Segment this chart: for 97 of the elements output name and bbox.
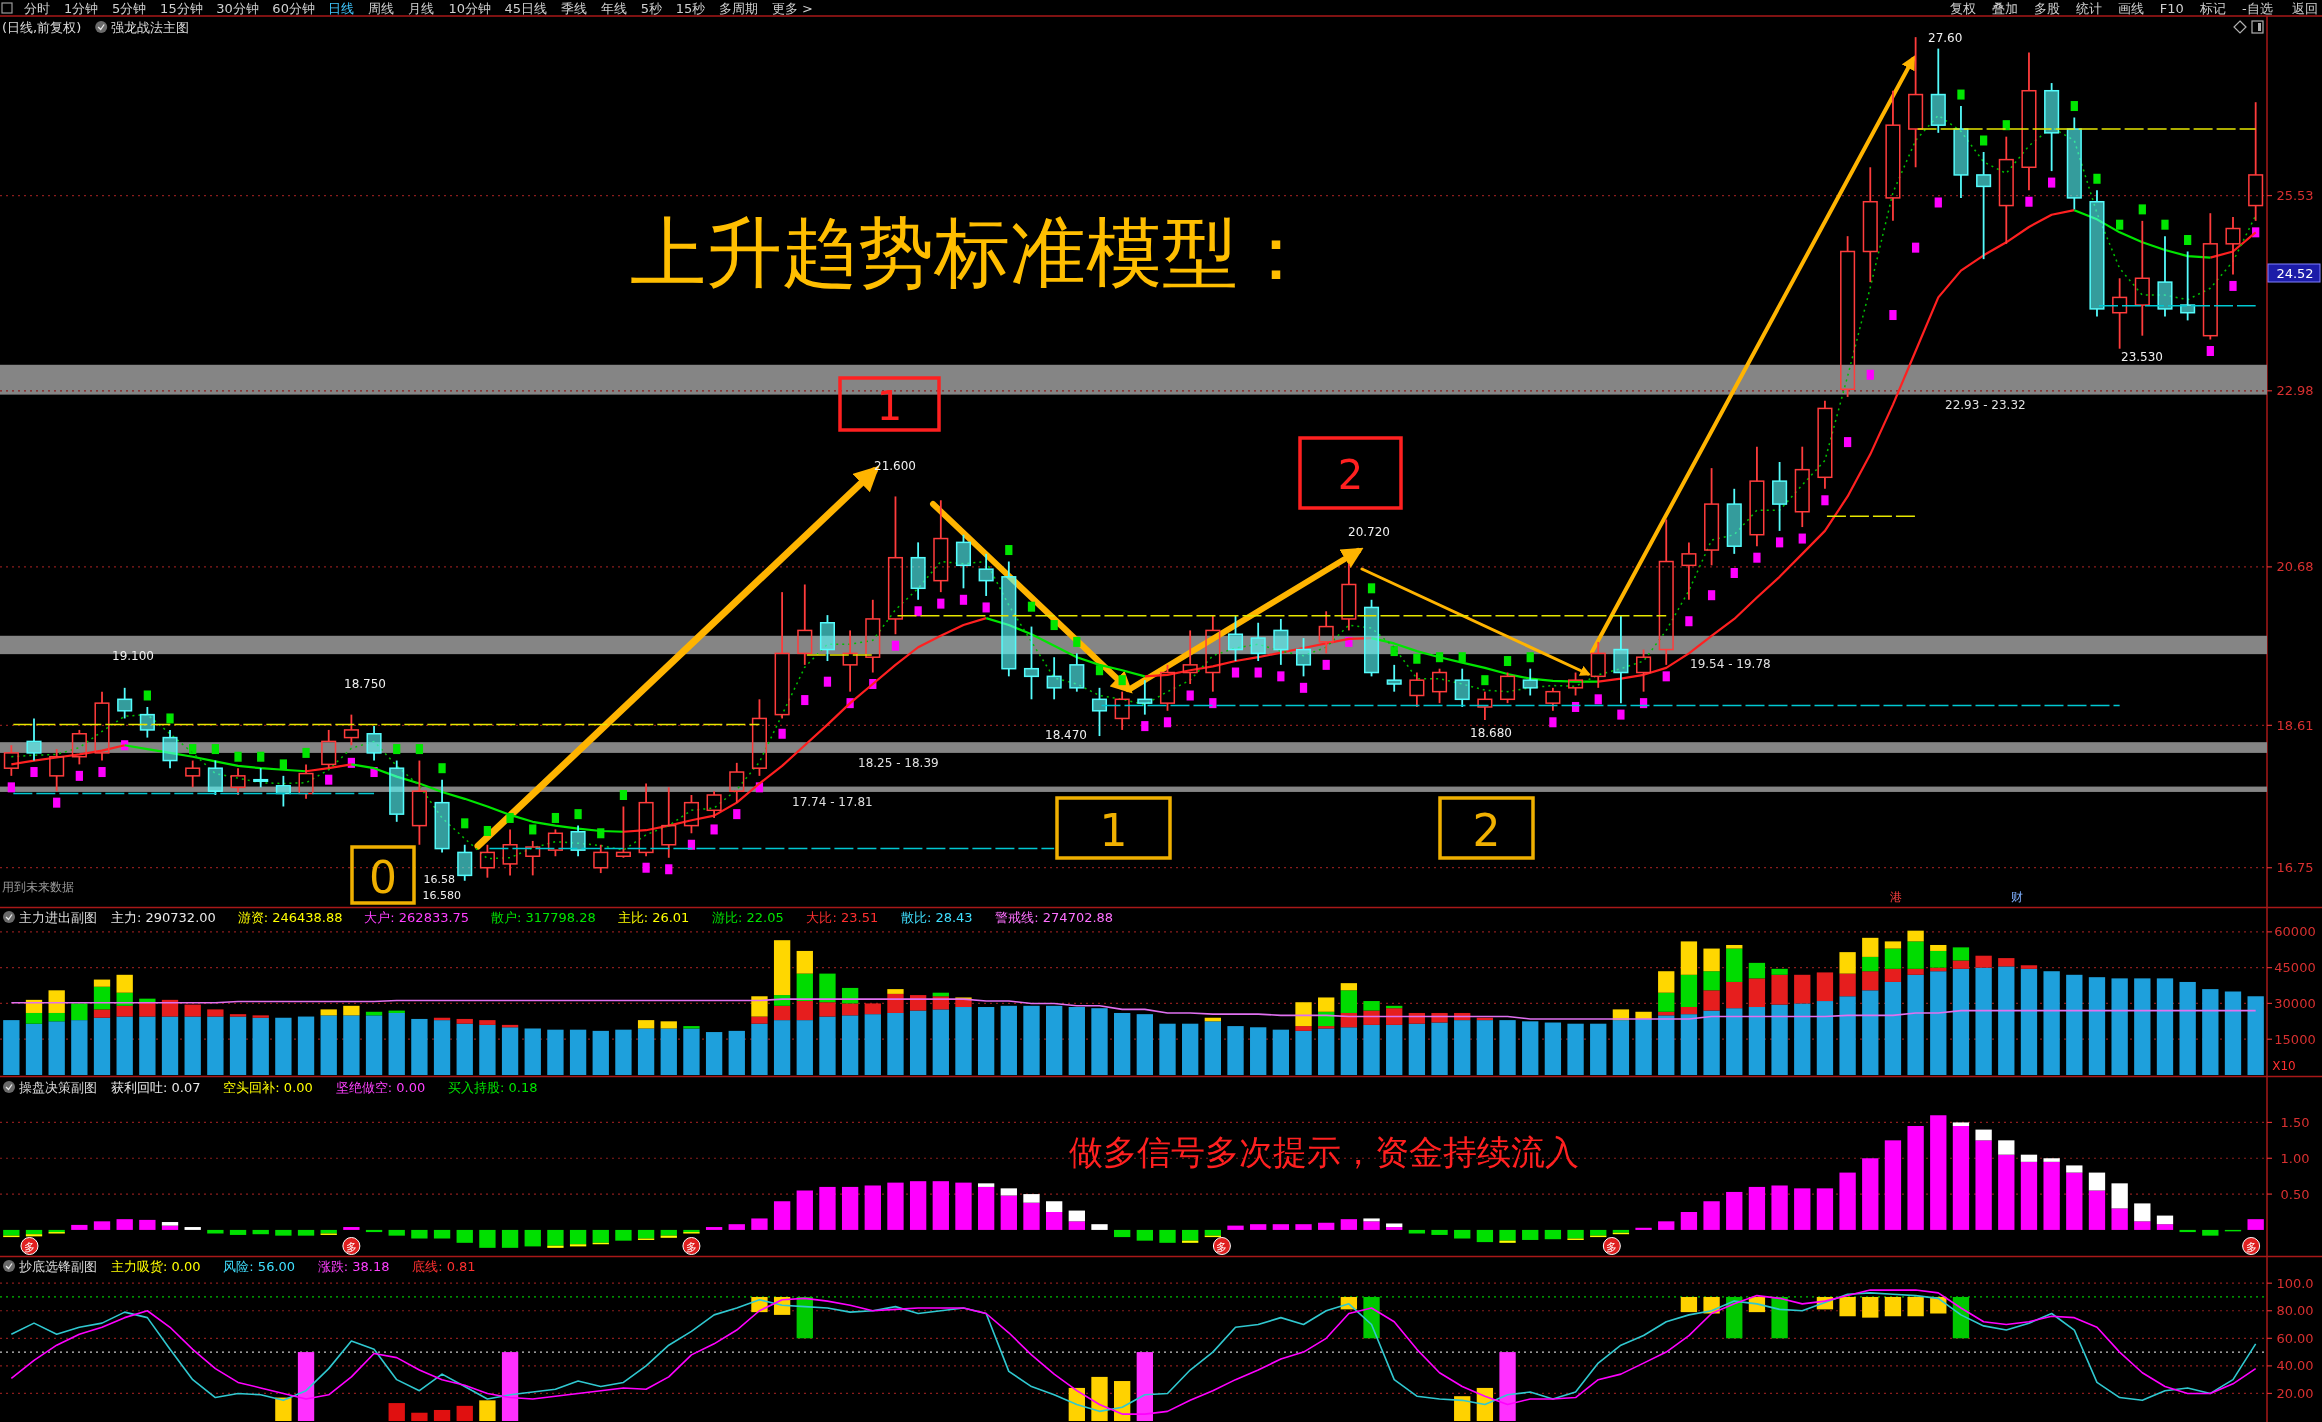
text: 5秒 xyxy=(640,0,662,16)
text: 15秒 xyxy=(675,0,706,16)
annotation: 做多信号多次提示，资金持续流入 xyxy=(1069,1132,1579,1172)
annotation: 1 xyxy=(1099,804,1128,856)
chart-title: 主力进出副图 xyxy=(19,909,97,925)
band-label: 18.25 - 18.39 xyxy=(858,755,939,770)
annotation: 18.750 xyxy=(344,677,386,691)
text: 15分钟 xyxy=(160,0,203,16)
annotation: 23.530 xyxy=(2121,350,2163,364)
annotation: 警戒线: 274702.88 xyxy=(995,909,1114,925)
y-tick-label: 15000 xyxy=(2274,1031,2316,1047)
y-tick-label: 16.75 xyxy=(2276,860,2314,876)
text: 1分钟 xyxy=(64,0,99,16)
y-tick-label: 1.00 xyxy=(2280,1150,2310,1166)
text: 月线 xyxy=(408,0,435,16)
text: 统计 xyxy=(2075,0,2102,16)
band-label: 22.93 - 23.32 xyxy=(1945,397,2026,412)
annotation: 游资: 246438.88 xyxy=(237,909,343,925)
text: 复权 xyxy=(1949,0,1976,16)
annotation: 多 xyxy=(345,1240,357,1254)
annotation: 2 xyxy=(1337,452,1364,498)
annotation: 财 xyxy=(2011,890,2023,904)
chart-subtitle: 强龙战法主图 xyxy=(111,19,190,35)
annotation: 多 xyxy=(2245,1240,2257,1254)
annotation: 1 xyxy=(876,383,903,429)
band-label: 17.74 - 17.81 xyxy=(792,794,873,809)
chart-title: (日线,前复权) xyxy=(2,19,82,35)
annotation: 主力: 290732.00 xyxy=(111,909,216,925)
y-tick-label: 22.98 xyxy=(2276,383,2314,399)
text: 分时 xyxy=(24,0,50,16)
text: 周线 xyxy=(368,0,395,16)
text: 返回 xyxy=(2292,0,2318,16)
annotation: 游比: 22.05 xyxy=(712,909,784,925)
annotation: 多 xyxy=(685,1240,697,1254)
annotation: 用到未来数据 xyxy=(2,880,74,894)
annotation: 19.100 xyxy=(112,649,154,663)
annotation: 主比: 26.01 xyxy=(617,909,690,925)
y-tick-label: 40.00 xyxy=(2276,1358,2314,1374)
text: 年线 xyxy=(600,0,627,16)
text: 30分钟 xyxy=(216,0,259,16)
annotation: 18.680 xyxy=(1470,726,1512,740)
y-tick-label: 20.00 xyxy=(2276,1385,2314,1401)
annotation: 港 xyxy=(1890,890,1902,904)
annotation: 16.58 xyxy=(423,872,455,886)
y-tick-label: 25.53 xyxy=(2276,188,2314,204)
text: 24.52 xyxy=(2276,265,2314,281)
text: 画线 xyxy=(2117,0,2144,16)
y-tick-label: 45000 xyxy=(2274,960,2316,976)
y-tick-label: 0.50 xyxy=(2280,1186,2310,1202)
chart-title: 抄底选锋副图 xyxy=(19,1258,97,1274)
annotation: 涨跌: 38.18 xyxy=(317,1258,390,1274)
text: 标记 xyxy=(2198,0,2226,16)
text: 多股 xyxy=(2033,0,2060,16)
annotation: 底线: 0.81 xyxy=(412,1258,476,1274)
text: 叠加 xyxy=(1991,0,2018,16)
y-tick-label: 100.0 xyxy=(2276,1275,2314,1291)
annotation: 散户: 317798.28 xyxy=(490,909,596,925)
text: 日线 xyxy=(328,0,355,16)
annotation: 风险: 56.00 xyxy=(223,1258,296,1274)
y-tick-label: 18.61 xyxy=(2276,717,2314,733)
annotation: 获利回吐: 0.07 xyxy=(111,1079,201,1095)
text: 45日线 xyxy=(504,0,548,16)
y-tick-label: 60000 xyxy=(2274,924,2316,940)
annotation: 上升趋势标准模型： xyxy=(630,207,1314,297)
annotation: 散比: 28.43 xyxy=(900,909,973,925)
annotation: 大比: 23.51 xyxy=(806,909,879,925)
annotation: 27.60 xyxy=(1928,31,1963,45)
text: -自选 xyxy=(2241,0,2273,16)
chart-title: 操盘决策副图 xyxy=(19,1079,97,1095)
annotation: 大户: 262833.75 xyxy=(364,909,470,925)
annotation: 多 xyxy=(23,1240,35,1254)
band-label: 19.54 - 19.78 xyxy=(1690,657,1771,672)
y-tick-label: 80.00 xyxy=(2276,1303,2314,1319)
y-tick-label: 1.50 xyxy=(2280,1114,2310,1130)
text: 10分钟 xyxy=(448,0,492,16)
text: F10 xyxy=(2159,0,2184,16)
annotation: 18.470 xyxy=(1045,728,1087,742)
text: 季线 xyxy=(560,0,587,16)
annotation: 20.720 xyxy=(1348,525,1390,539)
text: 5分钟 xyxy=(112,0,147,16)
annotation: 买入持股: 0.18 xyxy=(448,1079,538,1095)
annotation: 多 xyxy=(1606,1240,1618,1254)
annotation: 2 xyxy=(1472,804,1501,856)
annotation: 多 xyxy=(1216,1240,1228,1254)
annotation: 空头回补: 0.00 xyxy=(223,1079,313,1095)
y-tick-label: 60.00 xyxy=(2276,1330,2314,1346)
annotation: 21.600 xyxy=(874,459,916,473)
text: X10 xyxy=(2272,1059,2296,1073)
text: 多周期 xyxy=(718,0,758,16)
annotation: 主力吸货: 0.00 xyxy=(111,1258,201,1274)
text: 更多 > xyxy=(771,0,813,16)
y-tick-label: 20.68 xyxy=(2276,559,2314,575)
y-tick-label: 30000 xyxy=(2274,995,2316,1011)
text: 60分钟 xyxy=(272,0,315,16)
annotation: 坚绝做空: 0.00 xyxy=(335,1079,426,1095)
annotation: 16.580 xyxy=(422,888,461,902)
annotation: 0 xyxy=(369,851,397,903)
